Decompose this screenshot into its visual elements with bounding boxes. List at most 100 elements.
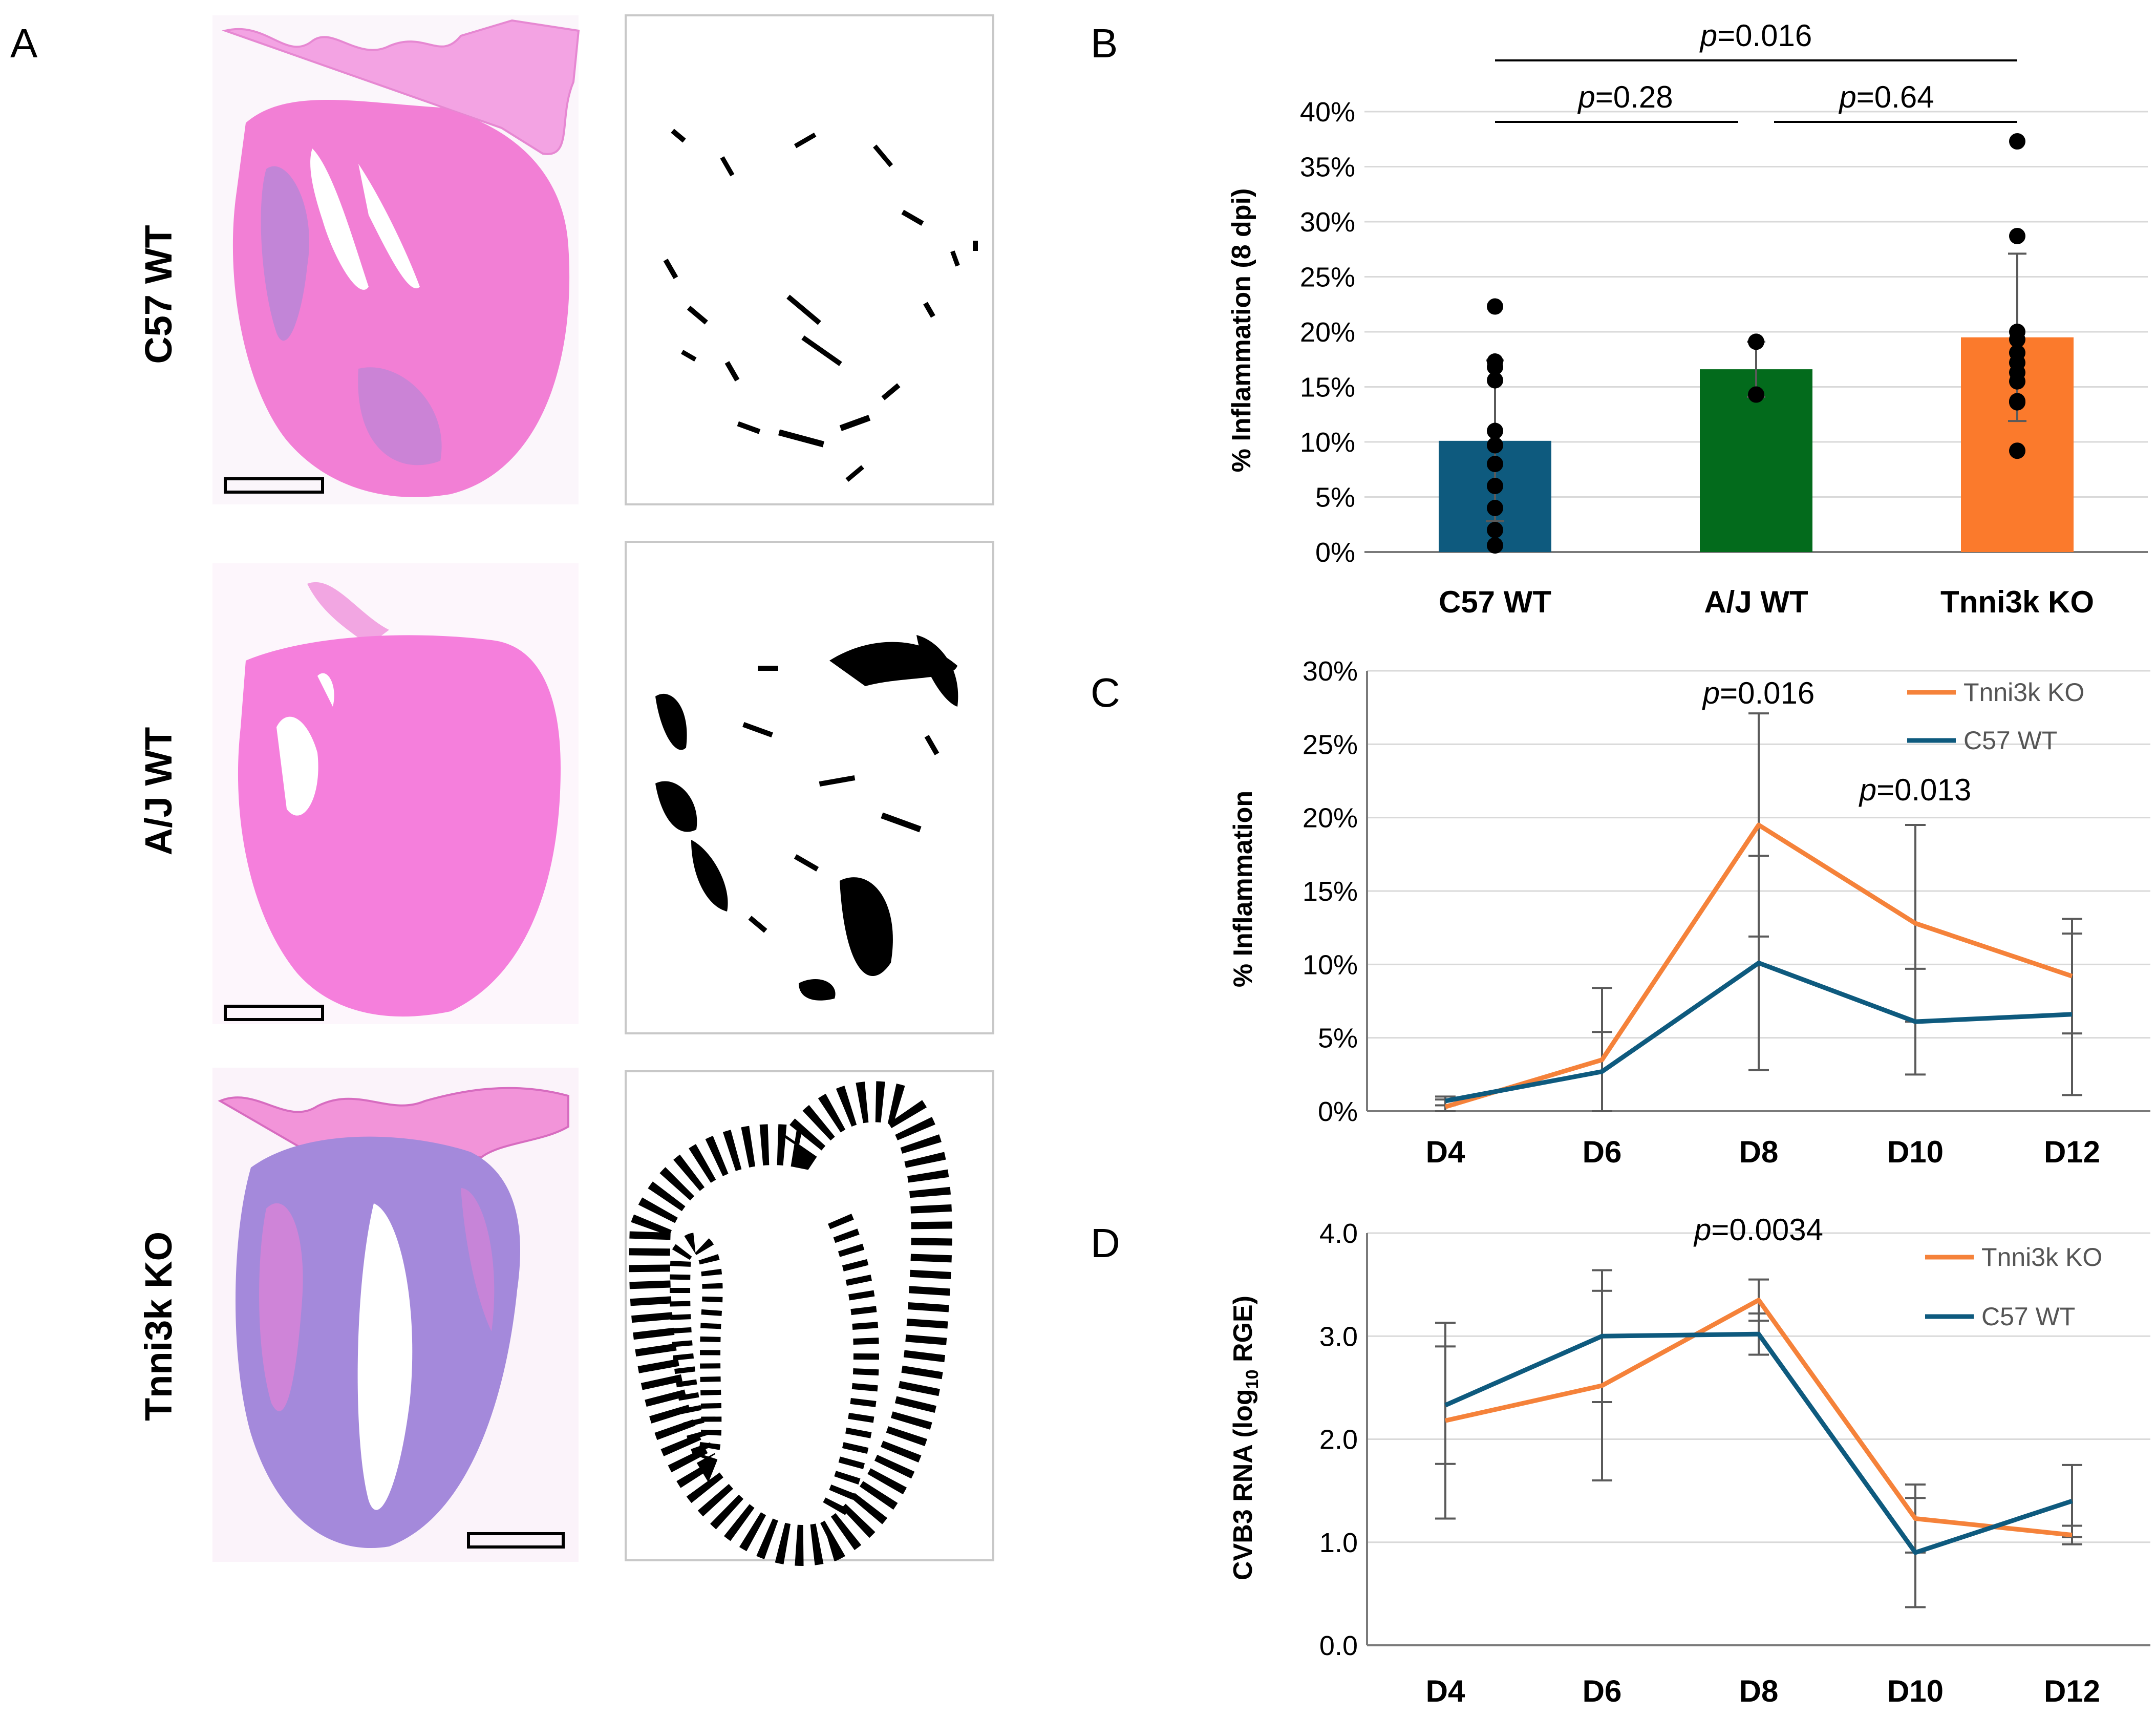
chart-b-data-point [1487,298,1503,315]
chart-b-y-tick-label: 35% [1300,152,1355,183]
chart-b-data-point [1487,358,1503,375]
chart-b-y-tick-label: 30% [1300,207,1355,238]
chart-b-data-point [2009,227,2025,244]
chart-c-x-tick-label: D10 [1887,1135,1944,1169]
chart-d-x-tick-label: D4 [1426,1674,1465,1708]
mask-tnni3k-ko [625,1070,994,1566]
chart-b-comparison-label: p=0.28 [1577,80,1673,114]
chart-d-annotation-value: =0.0034 [1711,1213,1823,1247]
chart-d-y-tick-label: 1.0 [1319,1528,1358,1558]
chart-c-annotation-value: =0.013 [1876,773,1971,807]
chart-b-comparison-label-p: p [1699,18,1717,53]
chart-c: 0% 5% 10% 15% 20% 25% 30% D4 D6 D8 D10 D12 Tnni3k KO… [1303,656,2150,1169]
chart-b-comparison-label: p=0.64 [1838,80,1934,114]
chart-c-y-tick-label: 15% [1303,876,1358,907]
panel-d-label: D [1091,1220,1120,1266]
chart-b-comparison-label-p: p [1577,80,1595,114]
chart-d-x-tick-label: D12 [2044,1674,2100,1708]
chart-b-data-point [2009,442,2025,459]
chart-d-annotation-p: p [1693,1213,1711,1247]
chart-d-y-axis-title-subscript: 10 [1243,1370,1262,1389]
chart-b-comparison-label-value: =0.28 [1595,80,1673,114]
chart-c-legend-label: Tnni3k KO [1963,678,2084,707]
chart-b-y-tick-label: 15% [1300,372,1355,403]
chart-b-comparison-label: p=0.016 [1699,18,1812,53]
row-label-aj-wt: A/J WT [137,727,180,856]
chart-c-y-tick-label: 20% [1303,803,1358,834]
chart-c-y-tick-label: 25% [1303,729,1358,760]
panel-b-label: B [1091,20,1118,66]
chart-c-legend-label: C57 WT [1963,726,2057,755]
chart-c-y-tick-label: 30% [1303,656,1358,687]
chart-b: 0% 5% 10% 15% 20% 25% 30% 35% 40% C57 WT A/J WT Tnn… [1300,18,2148,619]
chart-d-y-tick-label: 0.0 [1319,1630,1358,1661]
chart-c-x-tick-label: D4 [1426,1135,1465,1169]
he-section-aj-wt [212,563,579,1024]
chart-b-comparison-label-value: =0.64 [1856,80,1934,114]
chart-d-series-line-1 [1444,1331,2073,1555]
chart-c-series-line-0 [1444,822,2073,1109]
chart-d-annotation: p=0.0034 [1693,1213,1823,1247]
chart-b-category-label: A/J WT [1704,585,1808,619]
chart-d-legend-label: C57 WT [1981,1302,2075,1331]
chart-c-annotation-p: p [1702,676,1720,710]
chart-d-y-tick-label: 4.0 [1319,1218,1358,1249]
chart-d-series-line-0 [1445,1298,2073,1538]
chart-c-annotation: p=0.013 [1859,773,1972,807]
chart-b-category-label: Tnni3k KO [1940,585,2094,619]
chart-c-y-tick-label: 10% [1303,949,1358,980]
he-section-tnni3k-ko [212,1068,579,1562]
chart-b-data-point [2009,373,2025,390]
chart-d-y-tick-label: 3.0 [1319,1321,1358,1352]
chart-c-annotation-value: =0.016 [1720,676,1815,710]
chart-c-x-tick-label: D8 [1739,1135,1779,1169]
chart-b-data-point [1487,372,1503,389]
panel-a-label: A [10,20,38,66]
chart-b-data-point [1487,522,1503,538]
chart-b-comparison-label-p: p [1838,80,1856,114]
chart-c-y-tick-label: 5% [1318,1023,1358,1054]
chart-c-annotation: p=0.016 [1702,676,1815,710]
chart-d-y-tick-label: 2.0 [1319,1425,1358,1455]
chart-b-data-point [1487,456,1503,472]
row-label-c57-wt: C57 WT [137,225,180,364]
chart-b-data-point [1748,333,1764,350]
panel-c-label: C [1091,670,1120,715]
chart-b-data-point [2009,331,2025,348]
chart-d-y-axis-title-tail: RGE) [1228,1296,1258,1369]
chart-b-y-tick-label: 0% [1315,537,1355,568]
chart-b-data-point [2009,394,2025,411]
chart-b-data-point [1487,500,1503,516]
chart-b-y-tick-label: 40% [1300,97,1355,128]
he-section-c57-wt [212,15,580,504]
chart-b-y-tick-label: 5% [1315,482,1355,513]
chart-b-category-label: C57 WT [1439,585,1551,619]
chart-c-annotation-p: p [1859,773,1876,807]
chart-b-y-axis-title: % Inflammation (8 dpi) [1227,188,1256,473]
row-label-tnni3k-ko: Tnni3k KO [137,1232,180,1421]
chart-d-y-axis-title-main: CVB3 RNA (log [1228,1389,1258,1580]
chart-b-data-point [1487,422,1503,439]
chart-b-data-point [1487,478,1503,494]
chart-c-y-axis-title: % Inflammation [1228,791,1258,987]
chart-b-data-point [1487,437,1503,454]
chart-c-x-tick-label: D12 [2044,1135,2100,1169]
chart-b-data-point [2009,133,2025,150]
chart-d-x-tick-label: D10 [1887,1674,1944,1708]
chart-b-data-point [1487,537,1503,554]
chart-c-y-tick-label: 0% [1318,1096,1358,1127]
chart-d-x-tick-label: D6 [1583,1674,1622,1708]
chart-b-comparison-label-value: =0.016 [1717,18,1812,53]
chart-b-y-tick-label: 20% [1300,317,1355,348]
mask-c57-wt [625,14,994,505]
chart-d: 0.0 1.0 2.0 3.0 4.0 D4 D6 D8 D10 D12 Tnni3k KO C57 … [1319,1213,2150,1708]
chart-b-y-tick-label: 10% [1300,427,1355,458]
chart-c-x-tick-label: D6 [1583,1135,1622,1169]
chart-b-y-tick-label: 25% [1300,262,1355,293]
chart-c-series-line-1 [1445,960,2073,1104]
mask-aj-wt [625,541,994,1034]
chart-d-x-tick-label: D8 [1739,1674,1779,1708]
chart-b-data-point [1748,386,1764,403]
chart-d-y-axis-title: CVB3 RNA (log10 RGE) [1228,1296,1262,1580]
